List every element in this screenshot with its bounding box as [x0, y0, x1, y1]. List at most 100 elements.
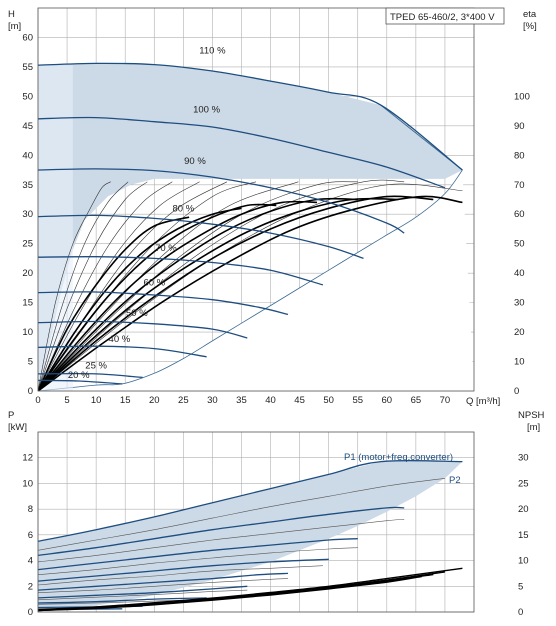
p2-curve-5 — [38, 589, 248, 601]
p1-curve-2 — [38, 538, 358, 571]
upper-y-tick-20: 20 — [22, 268, 33, 279]
upper-envelope-fill — [38, 63, 463, 391]
lower-ylabel-sub: [kW] — [8, 422, 27, 433]
speed-label-4: 70 % — [155, 243, 177, 254]
upper-xlabel: Q [m³/h] — [466, 396, 500, 407]
upper-x-tick-15: 15 — [120, 395, 131, 406]
efficiency-bold-curve-6 — [38, 195, 434, 391]
upper-x-tick-35: 35 — [236, 395, 247, 406]
efficiency-bold-curve-3 — [38, 200, 318, 391]
upper-y2-tick-50: 50 — [514, 239, 525, 250]
speed-label-8: 25 % — [85, 361, 107, 372]
upper-ylabel-unit: H — [8, 9, 15, 20]
lower-y2-tick-25: 25 — [518, 478, 529, 489]
npsh-curves — [38, 567, 463, 612]
upper-x-tick-30: 30 — [207, 395, 218, 406]
title-box: TPED 65-460/2, 3*400 V — [385, 7, 505, 25]
annotation-p1: P1 (motor+freq.converter) — [344, 452, 453, 463]
p2-curve-0 — [38, 478, 445, 551]
upper-y-tick-labels: 0 5 10 15 20 25 30 35 40 45 50 55 60 — [22, 32, 33, 397]
lower-y-tick-6: 6 — [28, 530, 33, 541]
efficiency-bold-curve-0 — [38, 216, 190, 391]
p1-curve-4 — [38, 572, 289, 591]
speed-curve-2 — [38, 168, 405, 234]
upper-x-tick-20: 20 — [149, 395, 160, 406]
speed-label-5: 60 % — [143, 278, 165, 289]
upper-y-tick-0: 0 — [28, 386, 33, 397]
p2-curve-1 — [38, 519, 405, 563]
upper-y-tick-40: 40 — [22, 150, 33, 161]
upper-y-tick-35: 35 — [22, 180, 33, 191]
lower-y-tick-8: 8 — [28, 504, 33, 515]
upper-y2label-unit: eta — [523, 9, 537, 20]
upper-plot-frame — [37, 7, 475, 392]
lower-y-tick-4: 4 — [28, 556, 33, 567]
chart-title: TPED 65-460/2, 3*400 V — [390, 12, 495, 23]
lower-y-tick-labels: 0 2 4 6 8 10 12 — [22, 453, 33, 618]
lower-y2label-unit: NPSH — [518, 410, 545, 421]
upper-y-tick-50: 50 — [22, 91, 33, 102]
upper-y2label-sub: [%] — [523, 21, 537, 32]
speed-label-6: 50 % — [126, 308, 148, 319]
efficiency-curve-10 — [38, 183, 463, 391]
upper-y-tick-5: 5 — [28, 357, 33, 368]
lower-y2-tick-20: 20 — [518, 504, 529, 515]
efficiency-bold-curve-4 — [38, 197, 358, 391]
p1-curve-0 — [38, 459, 463, 542]
lower-y2label-sub: [m] — [527, 422, 540, 433]
efficiency-curve-0 — [38, 181, 111, 391]
upper-x-tick-50: 50 — [323, 395, 334, 406]
lower-y-tick-2: 2 — [28, 581, 33, 592]
efficiency-bold-curve-5 — [38, 197, 399, 391]
upper-y2-tick-30: 30 — [514, 298, 525, 309]
upper-y-tick-60: 60 — [22, 32, 33, 43]
upper-x-tick-5: 5 — [64, 395, 69, 406]
speed-label-0: 110 % — [199, 45, 226, 56]
lower-ylabel-unit: P — [8, 410, 14, 421]
p1-curve-1 — [38, 506, 405, 557]
lower-y-tick-0: 0 — [28, 607, 33, 618]
speed-curve-5 — [38, 291, 289, 316]
p1-curve-6 — [38, 597, 207, 604]
upper-y-tick-15: 15 — [22, 298, 33, 309]
speed-curve-6 — [38, 320, 248, 339]
upper-y2-tick-20: 20 — [514, 327, 525, 338]
upper-y-tick-10: 10 — [22, 327, 33, 338]
upper-y-tick-25: 25 — [22, 239, 33, 250]
upper-y2-tick-40: 40 — [514, 268, 525, 279]
upper-y2-tick-labels: 0 10 20 30 40 50 60 70 80 90 100 — [514, 91, 530, 397]
efficiency-curve-3 — [38, 181, 173, 391]
lower-plot-frame — [37, 431, 475, 613]
head-speed-curves — [38, 62, 463, 385]
efficiency-bold-curve-7 — [38, 195, 463, 391]
upper-y2-tick-80: 80 — [514, 150, 525, 161]
speed-curve-4 — [38, 256, 324, 286]
speed-curve-0 — [38, 62, 463, 171]
p2-curve-2 — [38, 547, 358, 575]
speed-curve-8 — [38, 372, 143, 379]
upper-envelope-lower-edge — [38, 169, 463, 391]
speed-label-1: 100 % — [193, 104, 220, 115]
speed-labels: 110 % 100 % 90 % 80 % 70 % 60 % 50 % 40 % 25 %20… — [68, 45, 226, 381]
upper-y2-tick-10: 10 — [514, 357, 525, 368]
efficiency-curve-9 — [38, 179, 405, 391]
speed-curve-7 — [38, 345, 207, 358]
speed-label-3: 80 % — [173, 203, 195, 214]
speed-label-7: 40 % — [109, 334, 131, 345]
speed-label-2: 90 % — [184, 156, 206, 167]
near-zero-band — [38, 65, 73, 391]
p1-curve-5 — [38, 585, 248, 599]
upper-ylabel-sub: [m] — [8, 21, 21, 32]
lower-y2-tick-10: 10 — [518, 556, 529, 567]
speed-curve-9 — [38, 379, 123, 385]
efficiency-curve-8 — [38, 181, 358, 391]
lower-y2-tick-15: 15 — [518, 530, 529, 541]
lower-y2-tick-30: 30 — [518, 453, 529, 464]
lower-y2-tick-labels: 0 5 10 15 20 25 30 — [518, 453, 529, 618]
upper-x-tick-40: 40 — [265, 395, 276, 406]
upper-operating-envelope — [38, 63, 474, 391]
upper-x-tick-55: 55 — [352, 395, 363, 406]
efficiency-bold-curve-1 — [38, 207, 242, 391]
upper-x-tick-labels: 0 5 10 15 20 25 30 35 40 45 50 55 60 65 70 — [35, 395, 450, 406]
upper-x-tick-65: 65 — [411, 395, 422, 406]
